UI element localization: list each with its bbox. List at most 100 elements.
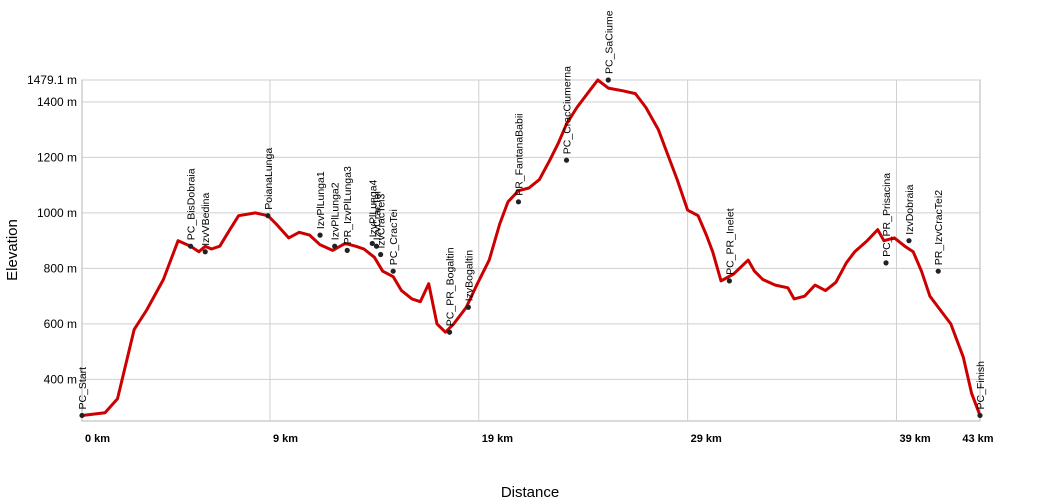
waypoint-marker bbox=[187, 243, 194, 249]
waypoint-marker bbox=[563, 157, 570, 163]
waypoint-marker bbox=[317, 232, 323, 238]
waypoint-label: PC_CracTei bbox=[388, 209, 400, 265]
y-tick-label: 1400 m bbox=[37, 95, 77, 109]
waypoint-marker bbox=[906, 238, 912, 244]
y-tick-label: 800 m bbox=[44, 261, 77, 275]
elevation-point bbox=[939, 308, 942, 312]
elevation-point bbox=[548, 159, 551, 162]
elevation-point bbox=[400, 289, 403, 292]
elevation-point bbox=[824, 289, 827, 292]
elevation-point bbox=[732, 272, 735, 276]
waypoint-label: PC_PR_Prisacina bbox=[881, 173, 893, 257]
x-tick-label: 43 km bbox=[962, 433, 993, 445]
elevation-point bbox=[912, 250, 915, 253]
waypoint-label: PR_IzvPlLunga3 bbox=[342, 166, 354, 244]
waypoint-marker bbox=[373, 243, 380, 249]
elevation-point bbox=[373, 256, 376, 259]
elevation-point bbox=[903, 245, 906, 248]
elevation-point bbox=[893, 236, 896, 240]
elevation-point bbox=[686, 208, 689, 212]
waypoint-marker bbox=[344, 247, 350, 253]
waypoint-marker bbox=[935, 268, 941, 274]
elevation-point bbox=[747, 258, 750, 262]
elevation-point bbox=[218, 245, 221, 248]
elevation-point bbox=[204, 245, 207, 248]
waypoint-marker bbox=[446, 329, 453, 335]
waypoint-label: IzvDobraia bbox=[904, 184, 916, 234]
elevation-point bbox=[435, 322, 439, 326]
waypoint-marker bbox=[465, 304, 471, 310]
y-tick-label: 600 m bbox=[44, 317, 77, 331]
elevation-point bbox=[227, 231, 230, 234]
y-tick-label: 1000 m bbox=[37, 206, 77, 220]
elevation-point bbox=[845, 261, 848, 265]
elevation-point bbox=[665, 150, 668, 154]
waypoint-marker bbox=[726, 278, 732, 284]
elevation-point bbox=[644, 106, 648, 109]
elevation-point bbox=[761, 278, 764, 281]
elevation-point bbox=[538, 178, 541, 181]
waypoint-marker bbox=[605, 77, 611, 83]
waypoint-markers: PC_Start PC_BisDobraia IzvVBedina PoianaLun… bbox=[77, 10, 987, 419]
y-axis-title: Elevation bbox=[4, 219, 21, 281]
waypoint-label: IzvCracTei3 bbox=[376, 193, 388, 248]
waypoint-label: PC_CracCiumerna bbox=[562, 66, 574, 154]
elevation-point bbox=[949, 322, 952, 326]
waypoint-marker bbox=[390, 268, 396, 274]
elevation-point bbox=[419, 300, 422, 303]
y-tick-label: 1200 m bbox=[37, 150, 77, 164]
elevation-point bbox=[621, 89, 625, 93]
y-tick-label: 400 m bbox=[44, 372, 77, 386]
elevation-point bbox=[962, 356, 965, 359]
waypoint-marker bbox=[977, 412, 983, 419]
elevation-point bbox=[197, 250, 201, 253]
waypoint-marker bbox=[369, 240, 375, 247]
waypoint-label: PR_FantanaBabii bbox=[514, 113, 526, 195]
elevation-point bbox=[866, 239, 869, 242]
elevation-point bbox=[711, 250, 714, 253]
elevation-point bbox=[527, 186, 531, 190]
elevation-point bbox=[792, 297, 796, 301]
waypoint-label: PC_Finish bbox=[975, 361, 987, 410]
elevation-point bbox=[475, 283, 478, 287]
waypoint-label: IzvPlLunga4 bbox=[367, 179, 379, 237]
waypoint-label: PC_Start bbox=[77, 367, 89, 410]
x-tick-label: 19 km bbox=[482, 433, 513, 445]
elevation-point bbox=[392, 275, 395, 278]
waypoint-label: PC_PR_Inelet bbox=[724, 208, 736, 275]
elevation-point bbox=[657, 128, 660, 131]
x-tick-label: 29 km bbox=[691, 433, 722, 445]
elevation-point bbox=[275, 222, 278, 226]
elevation-point bbox=[343, 242, 347, 245]
plot-frame bbox=[81, 79, 981, 422]
x-tick-label: 39 km bbox=[899, 433, 930, 445]
waypoint-label: IzvCracTei bbox=[372, 191, 384, 240]
elevation-point bbox=[444, 331, 447, 334]
elevation-point bbox=[803, 295, 806, 298]
elevation-point bbox=[452, 322, 455, 326]
elevation-point bbox=[876, 228, 879, 231]
elevation-point bbox=[575, 106, 579, 109]
elevation-point bbox=[254, 211, 257, 215]
elevation-point bbox=[517, 189, 520, 192]
y-axis-ticks: 400 m 600 m 800 m 1000 m 1200 m 1400 m 1479.1 … bbox=[27, 73, 77, 386]
elevation-point bbox=[719, 279, 723, 283]
elevation-point bbox=[162, 278, 165, 281]
x-axis-title: Distance bbox=[501, 484, 559, 500]
x-tick-label: 9 km bbox=[273, 433, 298, 445]
waypoint-label: IzvBogaltin bbox=[463, 250, 475, 302]
waypoint-label: PoianaLunga bbox=[263, 148, 275, 210]
waypoint-label: PR_IzvCracTei2 bbox=[933, 190, 945, 265]
elevation-point bbox=[705, 233, 708, 237]
elevation-series bbox=[80, 78, 982, 417]
elevation-point bbox=[753, 270, 756, 273]
elevation-point bbox=[565, 122, 568, 126]
elevation-point bbox=[488, 258, 491, 262]
elevation-point bbox=[145, 308, 148, 312]
elevation-point bbox=[354, 245, 357, 248]
elevation-point bbox=[920, 270, 923, 273]
waypoint-marker bbox=[378, 251, 384, 258]
waypoint-label: IzvVBedina bbox=[200, 193, 212, 246]
elevation-point bbox=[596, 78, 599, 82]
waypoint-marker bbox=[883, 260, 889, 266]
